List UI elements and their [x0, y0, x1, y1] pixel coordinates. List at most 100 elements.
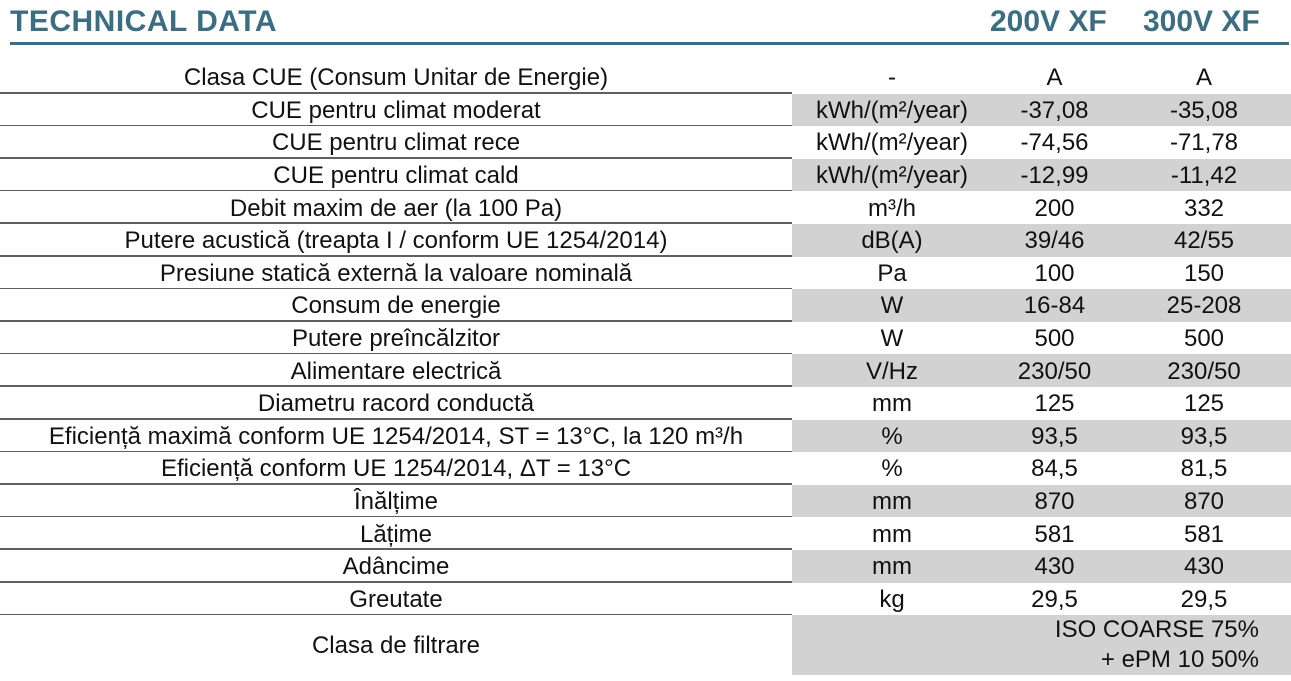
row-value-200v: 16-84 — [992, 289, 1117, 322]
table-row: Putere preîncălzitor W 500 500 — [0, 322, 1291, 355]
row-label: Clasa CUE (Consum Unitar de Energie) — [183, 64, 609, 92]
row-divider — [0, 222, 792, 224]
model-200v-xf: 200V XF — [990, 5, 1107, 38]
row-divider — [0, 613, 792, 616]
row-label: CUE pentru climat moderat — [251, 96, 541, 124]
table-row: Alimentare electrică V/Hz 230/50 230/50 — [0, 354, 1291, 387]
row-value-200v: 100 — [1034, 259, 1075, 287]
table-row: Adâncime mm 430 430 — [0, 549, 1291, 583]
row-value-300v: 581 — [1183, 520, 1225, 548]
row-label: Alimentare electrică — [290, 357, 502, 385]
row-value-200v: 200 — [1034, 194, 1075, 222]
table-row: Greutate kg 29,5 29,5 — [0, 583, 1291, 616]
table-row: Diametru racord conductă mm 125 125 — [0, 387, 1291, 420]
table-row: CUE pentru climat cald kWh/(m²/year) -12… — [0, 158, 1291, 192]
row-unit: kWh/(m²/year) — [792, 93, 992, 127]
header: TECHNICAL DATA 200V XF 300V XF — [0, 0, 1291, 46]
row-value-200v: 430 — [992, 549, 1117, 583]
technical-data-table: Clasa CUE (Consum Unitar de Energie) - A… — [0, 61, 1291, 676]
row-value-200v: 84,5 — [1031, 455, 1078, 483]
row-unit: mm — [792, 484, 992, 518]
page-title: TECHNICAL DATA — [10, 5, 277, 38]
row-divider — [0, 287, 792, 290]
row-value-300v: 93,5 — [1117, 419, 1291, 453]
row-divider — [0, 483, 792, 485]
table-row: CUE pentru climat moderat kWh/(m²/year) … — [0, 93, 1291, 127]
row-value-200v: 500 — [1034, 325, 1075, 353]
row-value-300v: 125 — [1183, 390, 1225, 418]
table-row: Eficiență maximă conform UE 1254/2014, S… — [0, 419, 1291, 453]
row-label: Presiune statică externă la valoare nomi… — [159, 259, 633, 287]
row-unit: kg — [879, 585, 905, 613]
row-value-200v: 125 — [1034, 390, 1075, 418]
row-unit: mm — [872, 520, 912, 548]
row-label: Clasa de filtrare — [311, 632, 481, 660]
row-value-300v: 29,5 — [1180, 585, 1228, 613]
row-value-300v: 332 — [1183, 194, 1225, 222]
row-unit: mm — [872, 390, 912, 418]
row-unit: W — [792, 289, 992, 322]
row-value-200v: -74,56 — [1020, 129, 1089, 157]
row-unit: % — [881, 455, 903, 483]
table-row: Eficiență conform UE 1254/2014, ΔT = 13°… — [0, 452, 1291, 485]
row-value-200v: 93,5 — [992, 419, 1117, 453]
row-label: Eficiență conform UE 1254/2014, ΔT = 13°… — [160, 455, 632, 483]
row-value-200v: -12,99 — [992, 158, 1117, 192]
row-divider — [0, 385, 792, 387]
row-value-300v: 430 — [1117, 549, 1291, 583]
row-unit: % — [792, 419, 992, 453]
row-unit: kWh/(m²/year) — [816, 129, 968, 157]
row-label: Înălțime — [353, 488, 439, 516]
table-row: Lățime mm 581 581 — [0, 517, 1291, 550]
row-unit: W — [880, 325, 904, 353]
row-label: Diametru racord conductă — [257, 390, 535, 418]
row-value-200v: -37,08 — [992, 93, 1117, 127]
row-divider — [0, 189, 792, 192]
row-label: Putere preîncălzitor — [291, 325, 501, 353]
row-label: Greutate — [349, 585, 443, 613]
table-row: Debit maxim de aer (la 100 Pa) m³/h 200 … — [0, 191, 1291, 224]
row-label: Adâncime — [342, 553, 450, 581]
row-unit: V/Hz — [792, 354, 992, 387]
table-row-filter-class: Clasa de filtrare ISO COARSE 75% + ePM 1… — [0, 615, 1291, 676]
filter-class-line-2: + ePM 10 50% — [1100, 646, 1259, 674]
table-row: Înălțime mm 870 870 — [0, 484, 1291, 518]
row-label: Consum de energie — [291, 292, 501, 320]
filter-class-value: ISO COARSE 75% + ePM 10 50% — [792, 615, 1291, 676]
row-divider — [0, 124, 792, 127]
row-unit: m³/h — [868, 194, 916, 222]
row-divider — [0, 92, 792, 94]
row-label: Lățime — [359, 520, 433, 548]
table-row: Presiune statică externă la valoare nomi… — [0, 257, 1291, 290]
model-300v-xf: 300V XF — [1143, 5, 1260, 38]
row-value-300v: A — [1195, 64, 1212, 92]
row-value-200v: 581 — [1034, 520, 1075, 548]
row-value-300v: -35,08 — [1117, 93, 1291, 127]
row-value-300v: 25-208 — [1117, 289, 1291, 322]
table-row: Consum de energie W 16-84 25-208 — [0, 289, 1291, 322]
row-divider — [0, 581, 792, 583]
row-value-200v: 29,5 — [1031, 585, 1078, 613]
table-row: CUE pentru climat rece kWh/(m²/year) -74… — [0, 126, 1291, 159]
row-value-300v: 150 — [1183, 259, 1225, 287]
row-divider — [0, 418, 792, 420]
row-divider — [0, 450, 792, 453]
filter-class-line-1: ISO COARSE 75% — [1054, 616, 1259, 644]
row-value-300v: 230/50 — [1117, 354, 1291, 387]
row-value-300v: 500 — [1183, 325, 1225, 353]
row-unit: kWh/(m²/year) — [792, 158, 992, 192]
row-unit: Pa — [877, 259, 907, 287]
table-row: Clasa CUE (Consum Unitar de Energie) - A… — [0, 61, 1291, 94]
row-value-300v: -11,42 — [1117, 158, 1291, 192]
table-row: Putere acustică (treapta I / conform UE … — [0, 223, 1291, 257]
row-value-200v: 39/46 — [992, 223, 1117, 257]
row-value-300v: 81,5 — [1180, 455, 1228, 483]
row-label: Debit maxim de aer (la 100 Pa) — [229, 194, 563, 222]
row-value-300v: -71,78 — [1169, 129, 1239, 157]
row-unit: mm — [792, 549, 992, 583]
row-divider — [0, 548, 792, 550]
row-value-200v: 870 — [992, 484, 1117, 518]
row-value-300v: 42/55 — [1117, 223, 1291, 257]
row-divider — [0, 352, 792, 355]
row-label: CUE pentru climat cald — [273, 162, 519, 190]
